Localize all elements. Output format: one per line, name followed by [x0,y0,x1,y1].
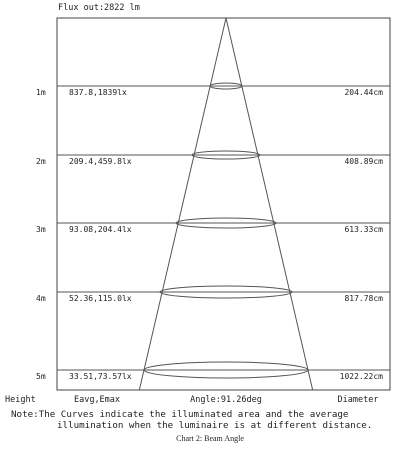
illuminated-area-ellipse-2 [191,150,261,160]
row-labels: 1m 837.8,1839lx 204.44cm 2m 209.4,459.8lx 408… [36,88,383,381]
cone-left-edge [138,17,227,391]
distance-lines [57,85,390,371]
row-eavg-emax-label: 209.4,459.8lx [69,157,132,166]
illuminated-area-ellipse-5 [143,361,309,379]
note-line-1: Note:The Curves indicate the illuminated… [11,409,348,420]
row-diameter-label: 204.44cm [344,88,383,97]
row-height-label: 4m [36,294,46,303]
illuminated-area-ellipse-1 [209,82,243,90]
row-diameter-label: 408.89cm [344,157,383,166]
beam-cone [138,17,314,391]
diagram-frame [56,17,391,391]
row-height-label: 2m [36,157,46,166]
footer-height-label: Height [5,395,36,405]
row-height-label: 3m [36,225,46,234]
row-height-label: 5m [36,372,46,381]
row-eavg-emax-label: 33.51,73.57lx [69,372,132,381]
footer-diameter-label: Diameter [338,395,379,405]
chart-caption: Chart 2: Beam Angle [176,434,244,443]
row-diameter-label: 1022.22cm [340,372,384,381]
row-eavg-emax-label: 837.8,1839lx [69,88,127,97]
row-eavg-emax-label: 52.36,115.0lx [69,294,132,303]
illuminated-area-ellipse-3 [175,217,277,229]
cone-right-edge [225,17,314,391]
row-eavg-emax-label: 93.08,204.4lx [69,225,132,234]
flux-out-label: Flux out:2822 lm [58,3,140,13]
illuminated-area-ellipse-4 [159,285,293,299]
footer-angle-label: Angle:91.26deg [190,395,262,405]
row-height-label: 1m [36,88,46,97]
note-line-2: illumination when the luminaire is at di… [57,420,372,431]
footer-eavg-label: Eavg,Emax [74,395,120,405]
row-diameter-label: 817.78cm [344,294,383,303]
row-diameter-label: 613.33cm [344,225,383,234]
